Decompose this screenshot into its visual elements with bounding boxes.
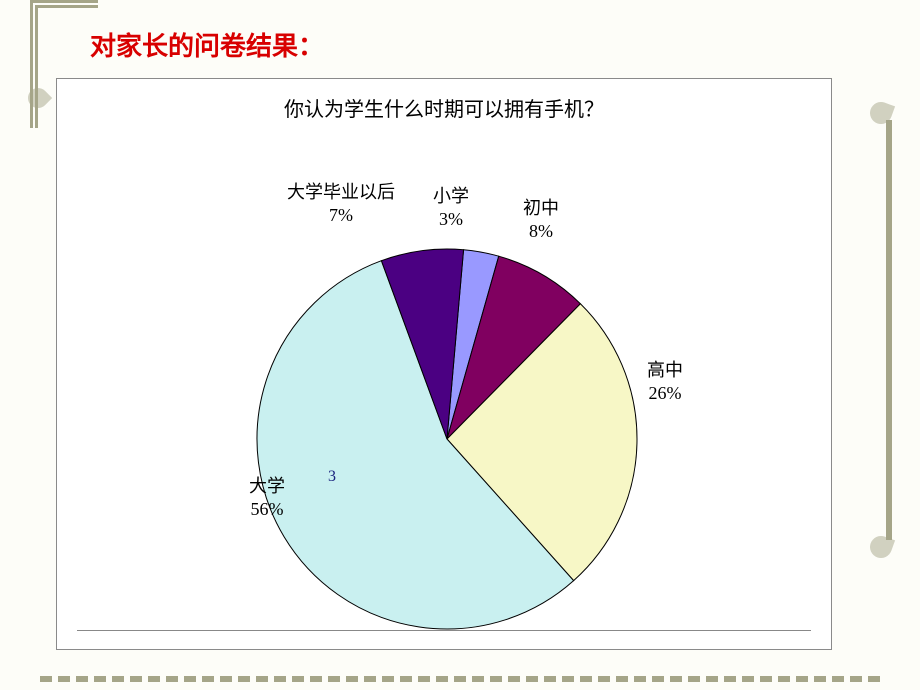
- slice-label-percent: 7%: [287, 204, 395, 227]
- page-number: 3: [328, 468, 336, 486]
- flourish-bottom: [40, 658, 880, 682]
- slice-label-text: 高中: [647, 360, 683, 380]
- slice-label-percent: 26%: [647, 382, 683, 405]
- slice-label-text: 大学毕业以后: [287, 182, 395, 202]
- page-title: 对家长的问卷结果：: [90, 26, 324, 63]
- slice-label-percent: 3%: [433, 208, 469, 231]
- pie-chart: 小学3% 初中8% 高中26% 大学56% 大学毕业以后7%: [57, 139, 831, 649]
- flourish-right: [872, 120, 892, 540]
- slice-label: 初中8%: [523, 197, 559, 242]
- slice-label: 高中26%: [647, 359, 683, 404]
- slice-label-text: 大学: [249, 476, 285, 496]
- slice-label: 小学3%: [433, 185, 469, 230]
- slice-label: 大学毕业以后7%: [287, 181, 395, 226]
- chart-title: 你认为学生什么时期可以拥有手机？: [57, 93, 831, 122]
- slice-label-text: 小学: [433, 186, 469, 206]
- slice-label-text: 初中: [523, 198, 559, 218]
- chart-panel: 你认为学生什么时期可以拥有手机？ 小学3% 初中8% 高中26% 大学56% 大学毕业以…: [56, 78, 832, 650]
- slice-label-percent: 8%: [523, 220, 559, 243]
- slice-label: 大学56%: [249, 475, 285, 520]
- panel-divider: [77, 630, 811, 631]
- slice-label-percent: 56%: [249, 498, 285, 521]
